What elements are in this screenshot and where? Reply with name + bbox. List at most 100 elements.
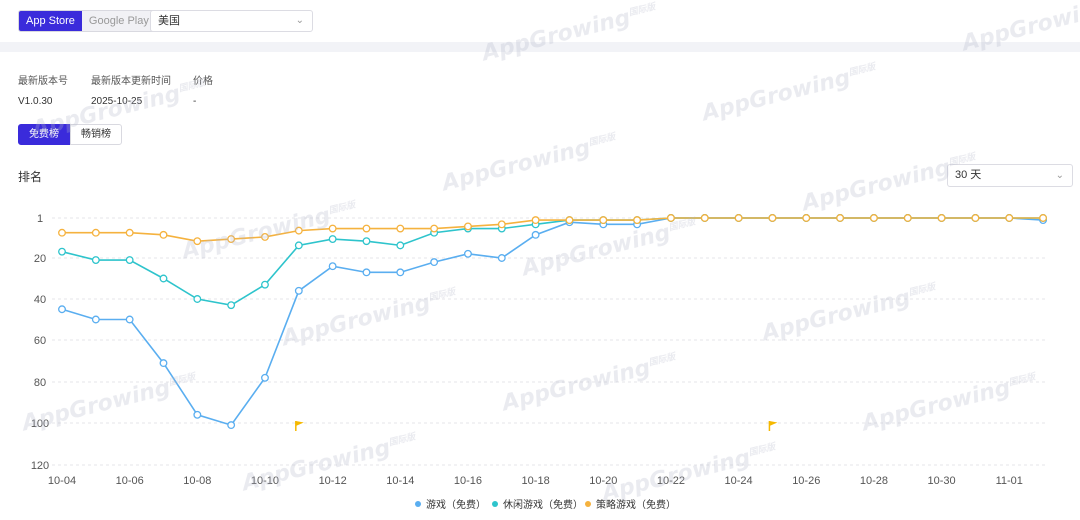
y-tick-label: 100 (31, 418, 49, 430)
x-tick-label: 10-30 (928, 475, 956, 487)
region-value: 美国 (158, 15, 180, 27)
data-point (497, 254, 506, 262)
data-point (328, 224, 337, 233)
data-point (464, 249, 472, 258)
flag-icon[interactable] (295, 421, 304, 431)
x-tick-label: 10-26 (792, 475, 820, 487)
data-point (971, 214, 980, 222)
data-point (91, 228, 100, 237)
data-point (91, 315, 100, 324)
top-bar: App Store Google Play 美国 ⌄ (0, 0, 1080, 42)
tab-free[interactable]: 免费榜 (18, 124, 70, 145)
data-point (125, 256, 134, 264)
data-point (531, 216, 540, 225)
data-point (159, 230, 168, 239)
data-point (294, 226, 303, 235)
x-tick-label: 10-10 (251, 475, 279, 487)
x-tick-label: 10-06 (116, 475, 144, 487)
meta-label: 最新版本更新时间 (91, 76, 171, 87)
data-point (903, 214, 912, 222)
data-point (869, 214, 878, 222)
data-point (531, 230, 540, 239)
x-tick-label: 11-01 (996, 475, 1023, 487)
x-tick-label: 10-14 (386, 475, 414, 487)
data-point (159, 359, 168, 368)
data-point (193, 295, 202, 303)
meta-version: 最新版本号 V1.0.30 (18, 72, 68, 107)
series-line (61, 217, 1044, 306)
y-tick-label: 1 (37, 213, 43, 225)
legend-marker (492, 501, 498, 507)
legend-marker (415, 501, 421, 507)
x-tick-label: 10-22 (657, 475, 685, 487)
data-point (227, 421, 236, 430)
data-point (836, 214, 845, 222)
data-point (1005, 214, 1014, 222)
data-point (227, 235, 236, 244)
data-point (125, 228, 134, 237)
meta-price: 价格 - (193, 72, 213, 107)
x-tick-label: 10-18 (522, 475, 550, 487)
rank-tabs: 免费榜 畅销榜 (18, 124, 122, 145)
x-tick-label: 10-08 (183, 475, 211, 487)
data-point (666, 214, 675, 222)
store-toggle: App Store Google Play (18, 10, 157, 32)
meta-value: V1.0.30 (18, 96, 53, 107)
data-point (261, 373, 269, 382)
data-point (396, 224, 405, 233)
x-tick-label: 10-16 (454, 475, 482, 487)
x-tick-label: 10-04 (48, 475, 76, 487)
data-point (294, 241, 303, 250)
data-point (159, 274, 168, 283)
data-point (193, 237, 202, 246)
data-point (261, 280, 269, 289)
data-point (734, 214, 743, 222)
data-point (227, 301, 236, 310)
y-tick-label: 80 (34, 377, 46, 389)
flag-icon[interactable] (768, 421, 778, 431)
range-select[interactable]: 30 天 ⌄ (947, 164, 1073, 187)
data-point (802, 214, 811, 222)
x-tick-label: 10-28 (860, 475, 888, 487)
data-point (125, 315, 134, 324)
data-point (937, 214, 946, 222)
x-tick-label: 10-24 (725, 475, 753, 487)
data-point (58, 305, 66, 314)
x-tick-label: 10-20 (589, 475, 617, 487)
data-point (396, 268, 405, 277)
y-tick-label: 60 (34, 335, 46, 347)
data-point (430, 258, 439, 267)
data-point (328, 262, 337, 271)
y-tick-label: 20 (34, 253, 46, 265)
data-point (396, 241, 405, 250)
legend-marker (585, 501, 591, 507)
data-point (58, 247, 66, 256)
meta-label: 价格 (193, 76, 213, 87)
chevron-down-icon: ⌄ (295, 15, 304, 26)
series-line (62, 217, 1044, 242)
rank-card: 最新版本号 V1.0.30 最新版本更新时间 2025-10-25 价格 - 免… (0, 52, 1080, 520)
data-point (633, 216, 642, 225)
data-point (768, 214, 777, 222)
series-line (61, 217, 1044, 427)
legend-label: 策略游戏（免费） (596, 498, 676, 511)
x-tick-label: 10-12 (319, 475, 347, 487)
app-store-tab[interactable]: App Store (19, 11, 82, 31)
meta-value: - (193, 96, 197, 107)
data-point (1039, 214, 1048, 222)
legend-label: 游戏（免费） (426, 498, 486, 511)
data-point (464, 222, 472, 231)
meta-label: 最新版本号 (18, 76, 68, 87)
data-point (362, 224, 371, 233)
data-point (497, 220, 506, 229)
region-select[interactable]: 美国 ⌄ (150, 10, 313, 32)
meta-update-time: 最新版本更新时间 2025-10-25 (91, 72, 171, 107)
data-point (91, 256, 100, 264)
google-play-tab[interactable]: Google Play (81, 11, 156, 31)
data-point (193, 410, 202, 419)
range-value: 30 天 (955, 169, 982, 181)
data-point (362, 237, 371, 246)
tab-grossing[interactable]: 畅销榜 (70, 124, 122, 145)
y-tick-label: 40 (34, 294, 46, 306)
